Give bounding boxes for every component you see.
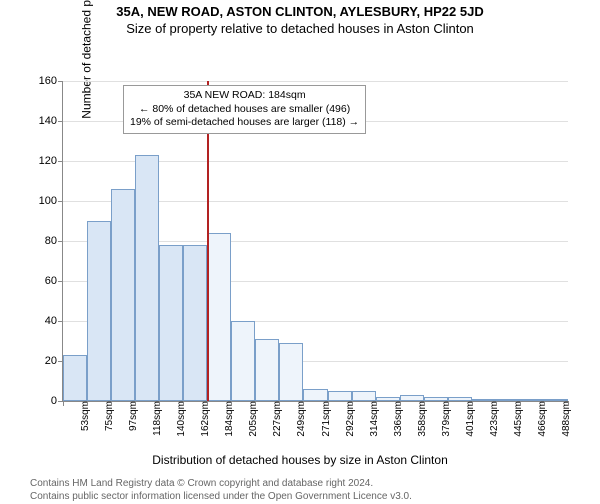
callout-line: ← 80% of detached houses are smaller (49… bbox=[130, 103, 359, 117]
x-tick-mark bbox=[400, 401, 401, 406]
x-tick-mark bbox=[183, 401, 184, 406]
plot-area: 02040608010012014016053sqm75sqm97sqm118s… bbox=[62, 81, 568, 402]
y-tick-label: 60 bbox=[45, 275, 63, 287]
x-tick-label: 292sqm bbox=[343, 401, 356, 437]
callout-box: 35A NEW ROAD: 184sqm← 80% of detached ho… bbox=[123, 85, 366, 134]
x-tick-label: 466sqm bbox=[535, 401, 548, 437]
x-tick-label: 184sqm bbox=[222, 401, 235, 437]
x-tick-label: 314sqm bbox=[367, 401, 380, 437]
footer-line1: Contains HM Land Registry data © Crown c… bbox=[30, 477, 600, 490]
y-tick-label: 40 bbox=[45, 315, 63, 327]
x-tick-mark bbox=[303, 401, 304, 406]
x-tick-mark bbox=[159, 401, 160, 406]
callout-line: 35A NEW ROAD: 184sqm bbox=[130, 89, 359, 103]
x-tick-label: 249sqm bbox=[294, 401, 307, 437]
x-tick-label: 401sqm bbox=[463, 401, 476, 437]
histogram-bar bbox=[303, 389, 327, 401]
histogram-bar bbox=[63, 355, 87, 401]
x-tick-mark bbox=[135, 401, 136, 406]
x-tick-label: 445sqm bbox=[511, 401, 524, 437]
x-tick-label: 336sqm bbox=[391, 401, 404, 437]
x-tick-mark bbox=[424, 401, 425, 406]
x-tick-mark bbox=[520, 401, 521, 406]
histogram-bar bbox=[352, 391, 376, 401]
x-tick-mark bbox=[231, 401, 232, 406]
y-tick-label: 80 bbox=[45, 235, 63, 247]
x-tick-label: 488sqm bbox=[559, 401, 572, 437]
y-tick-label: 140 bbox=[39, 115, 63, 127]
callout-line: 19% of semi-detached houses are larger (… bbox=[130, 116, 359, 130]
histogram-bar bbox=[159, 245, 183, 401]
x-tick-label: 53sqm bbox=[78, 401, 91, 431]
x-tick-mark bbox=[448, 401, 449, 406]
x-tick-mark bbox=[544, 401, 545, 406]
footer-line2: Contains public sector information licen… bbox=[30, 490, 600, 503]
x-tick-mark bbox=[255, 401, 256, 406]
x-tick-label: 379sqm bbox=[439, 401, 452, 437]
y-tick-label: 100 bbox=[39, 195, 63, 207]
y-tick-label: 120 bbox=[39, 155, 63, 167]
histogram-bar bbox=[255, 339, 279, 401]
x-tick-mark bbox=[496, 401, 497, 406]
x-tick-mark bbox=[111, 401, 112, 406]
x-tick-mark bbox=[87, 401, 88, 406]
x-axis-label: Distribution of detached houses by size … bbox=[0, 453, 600, 467]
x-tick-label: 97sqm bbox=[126, 401, 139, 431]
histogram-bar bbox=[279, 343, 303, 401]
x-tick-label: 423sqm bbox=[487, 401, 500, 437]
x-tick-label: 118sqm bbox=[150, 401, 163, 436]
histogram-bar bbox=[207, 233, 231, 401]
x-tick-mark bbox=[279, 401, 280, 406]
histogram-bar bbox=[231, 321, 255, 401]
x-tick-mark bbox=[63, 401, 64, 406]
x-tick-label: 140sqm bbox=[174, 401, 187, 437]
histogram-bar bbox=[328, 391, 352, 401]
histogram-bar bbox=[87, 221, 111, 401]
x-tick-label: 205sqm bbox=[246, 401, 259, 437]
gridline bbox=[63, 81, 568, 82]
histogram-bar bbox=[183, 245, 207, 401]
x-tick-label: 358sqm bbox=[415, 401, 428, 437]
x-tick-mark bbox=[472, 401, 473, 406]
footer-attribution: Contains HM Land Registry data © Crown c… bbox=[0, 477, 600, 503]
x-tick-mark bbox=[328, 401, 329, 406]
x-tick-label: 162sqm bbox=[198, 401, 211, 437]
y-tick-label: 160 bbox=[39, 75, 63, 87]
x-tick-mark bbox=[352, 401, 353, 406]
y-tick-label: 0 bbox=[51, 395, 63, 407]
x-tick-mark bbox=[207, 401, 208, 406]
x-tick-mark bbox=[568, 401, 569, 406]
x-tick-label: 75sqm bbox=[102, 401, 115, 431]
x-tick-mark bbox=[376, 401, 377, 406]
histogram-bar bbox=[111, 189, 135, 401]
x-tick-label: 271sqm bbox=[319, 401, 332, 437]
y-tick-label: 20 bbox=[45, 355, 63, 367]
histogram-bar bbox=[135, 155, 159, 401]
x-tick-label: 227sqm bbox=[270, 401, 283, 437]
